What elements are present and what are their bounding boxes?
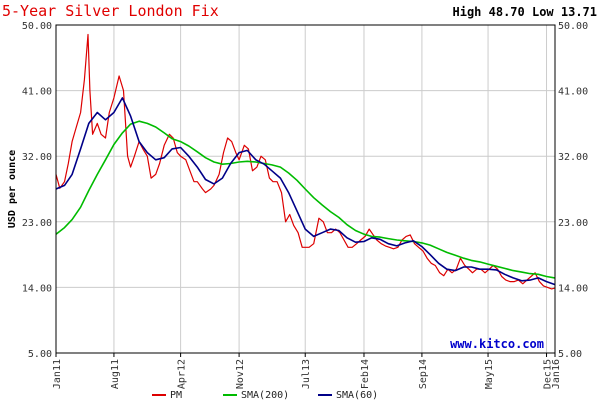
y-tick-label-left: 50.00 — [22, 21, 52, 32]
y-tick-label-left: 41.00 — [22, 87, 52, 98]
legend: PM SMA(200) SMA(60) — [152, 390, 378, 400]
legend-label: SMA(200) — [241, 390, 289, 400]
y-tick-label-left: 14.00 — [22, 283, 52, 294]
watermark: www.kitco.com — [450, 337, 544, 351]
y-axis-right: 5.00 14.00 23.00 32.00 41.00 50.00 — [558, 21, 588, 360]
series-line-pm — [55, 33, 555, 290]
x-tick-label: Dec15 — [543, 359, 554, 389]
y-tick-label-left: 32.00 — [22, 152, 52, 163]
y-axis-label: USD per ounce — [7, 150, 18, 228]
x-tick-label: May15 — [484, 359, 495, 389]
y-tick-label-left: 23.00 — [22, 218, 52, 229]
x-tick-label: Feb14 — [360, 359, 371, 389]
x-tick-label: Jan11 — [52, 359, 63, 389]
x-tick-label: Jan16 — [551, 359, 562, 389]
high-low-readout: High 48.70 Low 13.71 — [453, 5, 598, 19]
y-tick-label-right: 5.00 — [558, 349, 582, 360]
y-tick-label-right: 50.00 — [558, 21, 588, 32]
y-tick-label-right: 14.00 — [558, 283, 588, 294]
legend-label: PM — [170, 390, 182, 400]
x-tick-label: Jul13 — [301, 359, 312, 389]
y-tick-label-right: 41.00 — [558, 87, 588, 98]
series-line-sma-60 — [55, 97, 555, 286]
x-tick-label: Sep14 — [418, 359, 429, 389]
series-line-sma-200 — [55, 120, 555, 279]
series-layer — [55, 33, 555, 290]
y-tick-label-right: 23.00 — [558, 218, 588, 229]
y-tick-label-right: 32.00 — [558, 152, 588, 163]
chart-title: 5-Year Silver London Fix — [2, 2, 219, 20]
x-tick-label: Nov12 — [235, 359, 246, 389]
x-tick-label: Aug11 — [110, 359, 121, 389]
x-tick-label: Apr12 — [177, 359, 188, 389]
y-axis-left: 5.00 14.00 23.00 32.00 41.00 50.00 — [22, 21, 52, 360]
legend-label: SMA(60) — [336, 390, 378, 400]
y-tick-label-left: 5.00 — [28, 349, 52, 360]
x-axis: Jan11 Aug11 Apr12 Nov12 Jul13 Feb14 Sep14 May15… — [52, 353, 562, 389]
